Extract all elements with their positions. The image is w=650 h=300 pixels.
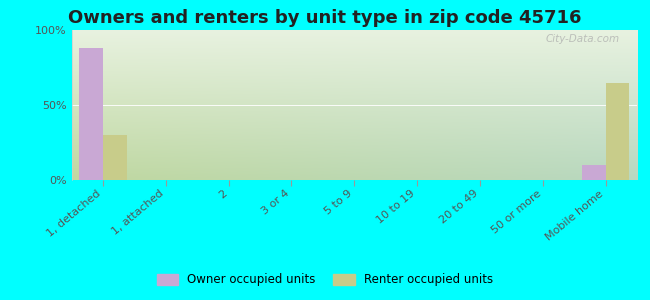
Bar [582,165,606,180]
Bar [606,82,629,180]
Text: City-Data.com: City-Data.com [546,34,620,44]
Legend: Owner occupied units, Renter occupied units: Owner occupied units, Renter occupied un… [152,269,498,291]
Bar [79,48,103,180]
Text: Owners and renters by unit type in zip code 45716: Owners and renters by unit type in zip c… [68,9,582,27]
Bar [103,135,127,180]
